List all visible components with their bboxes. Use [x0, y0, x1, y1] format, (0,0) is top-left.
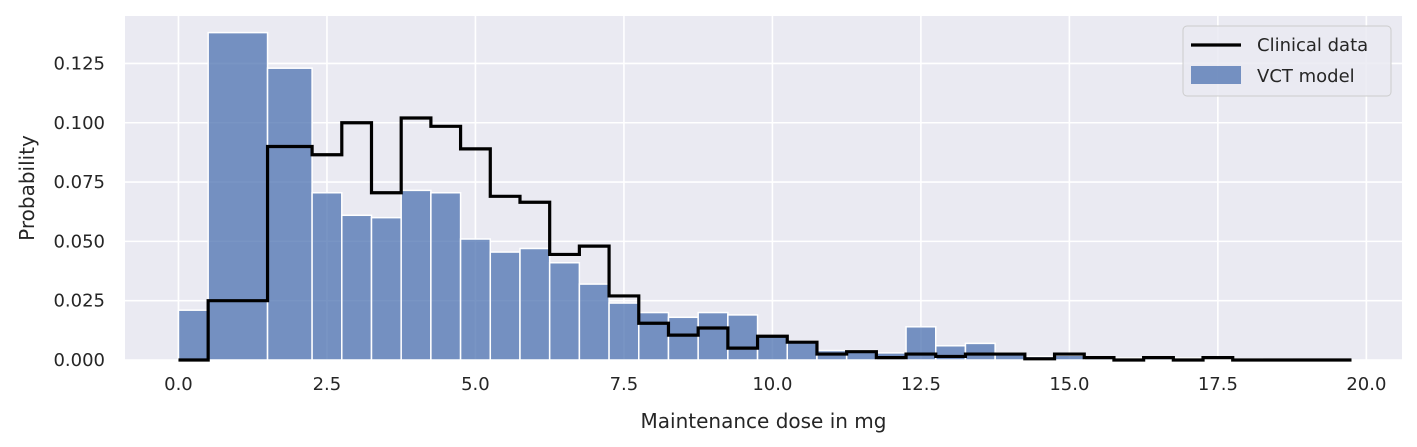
legend: Clinical data VCT model: [1182, 25, 1392, 97]
histogram-bar: [786, 340, 818, 361]
histogram-bar: [207, 31, 269, 361]
histogram-bar: [727, 314, 759, 361]
histogram-bar: [341, 214, 373, 361]
histogram-bar: [697, 311, 729, 361]
histogram-bar: [459, 238, 492, 361]
histogram-bar: [519, 247, 551, 361]
y-tick-label: 0.100: [53, 113, 105, 134]
y-tick-label: 0.025: [53, 291, 105, 312]
y-tick-label: 0.125: [53, 53, 105, 74]
histogram-bar: [548, 261, 581, 361]
x-tick-label: 20.0: [1346, 374, 1386, 395]
histogram-bar: [430, 191, 462, 361]
x-tick-label: 7.5: [610, 374, 639, 395]
legend-swatch-vct-model: [1191, 66, 1241, 84]
histogram-bar: [400, 189, 432, 361]
histogram-bar: [266, 67, 313, 361]
x-tick-labels: 0.0 2.5 5.0 7.5 10.0 12.5 15.0 17.5 20.0: [164, 374, 1386, 395]
x-tick-label: 5.0: [461, 374, 490, 395]
x-tick-label: 15.0: [1049, 374, 1089, 395]
y-tick-labels: 0.000 0.025 0.050 0.075 0.100 0.125: [53, 53, 105, 371]
clinical-data-line-group: [178, 116, 1352, 362]
y-tick-label: 0.050: [53, 231, 105, 252]
histogram-bar: [608, 302, 640, 361]
histogram-bar: [578, 283, 610, 361]
y-tick-label: 0.000: [53, 350, 105, 371]
histogram-bar: [638, 311, 670, 361]
clinical-data-line: [178, 116, 1352, 362]
histogram-bar: [177, 309, 209, 361]
legend-label-clinical-data: Clinical data: [1257, 35, 1368, 56]
histogram-bar: [370, 216, 402, 361]
y-axis-label: Probability: [15, 135, 39, 241]
legend-label-vct-model: VCT model: [1257, 66, 1355, 87]
x-tick-label: 10.0: [752, 374, 792, 395]
histogram-bar: [667, 316, 699, 361]
histogram-bar: [756, 335, 789, 361]
x-tick-label: 2.5: [313, 374, 342, 395]
x-tick-label: 12.5: [901, 374, 941, 395]
histogram-bar: [311, 191, 343, 361]
x-tick-label: 0.0: [164, 374, 193, 395]
histogram-bar: [964, 342, 996, 361]
x-axis-label: Maintenance dose in mg: [641, 409, 887, 433]
histogram-bar: [1053, 354, 1085, 361]
y-tick-label: 0.075: [53, 172, 105, 193]
x-tick-label: 17.5: [1198, 374, 1238, 395]
histogram-bar: [489, 251, 521, 361]
